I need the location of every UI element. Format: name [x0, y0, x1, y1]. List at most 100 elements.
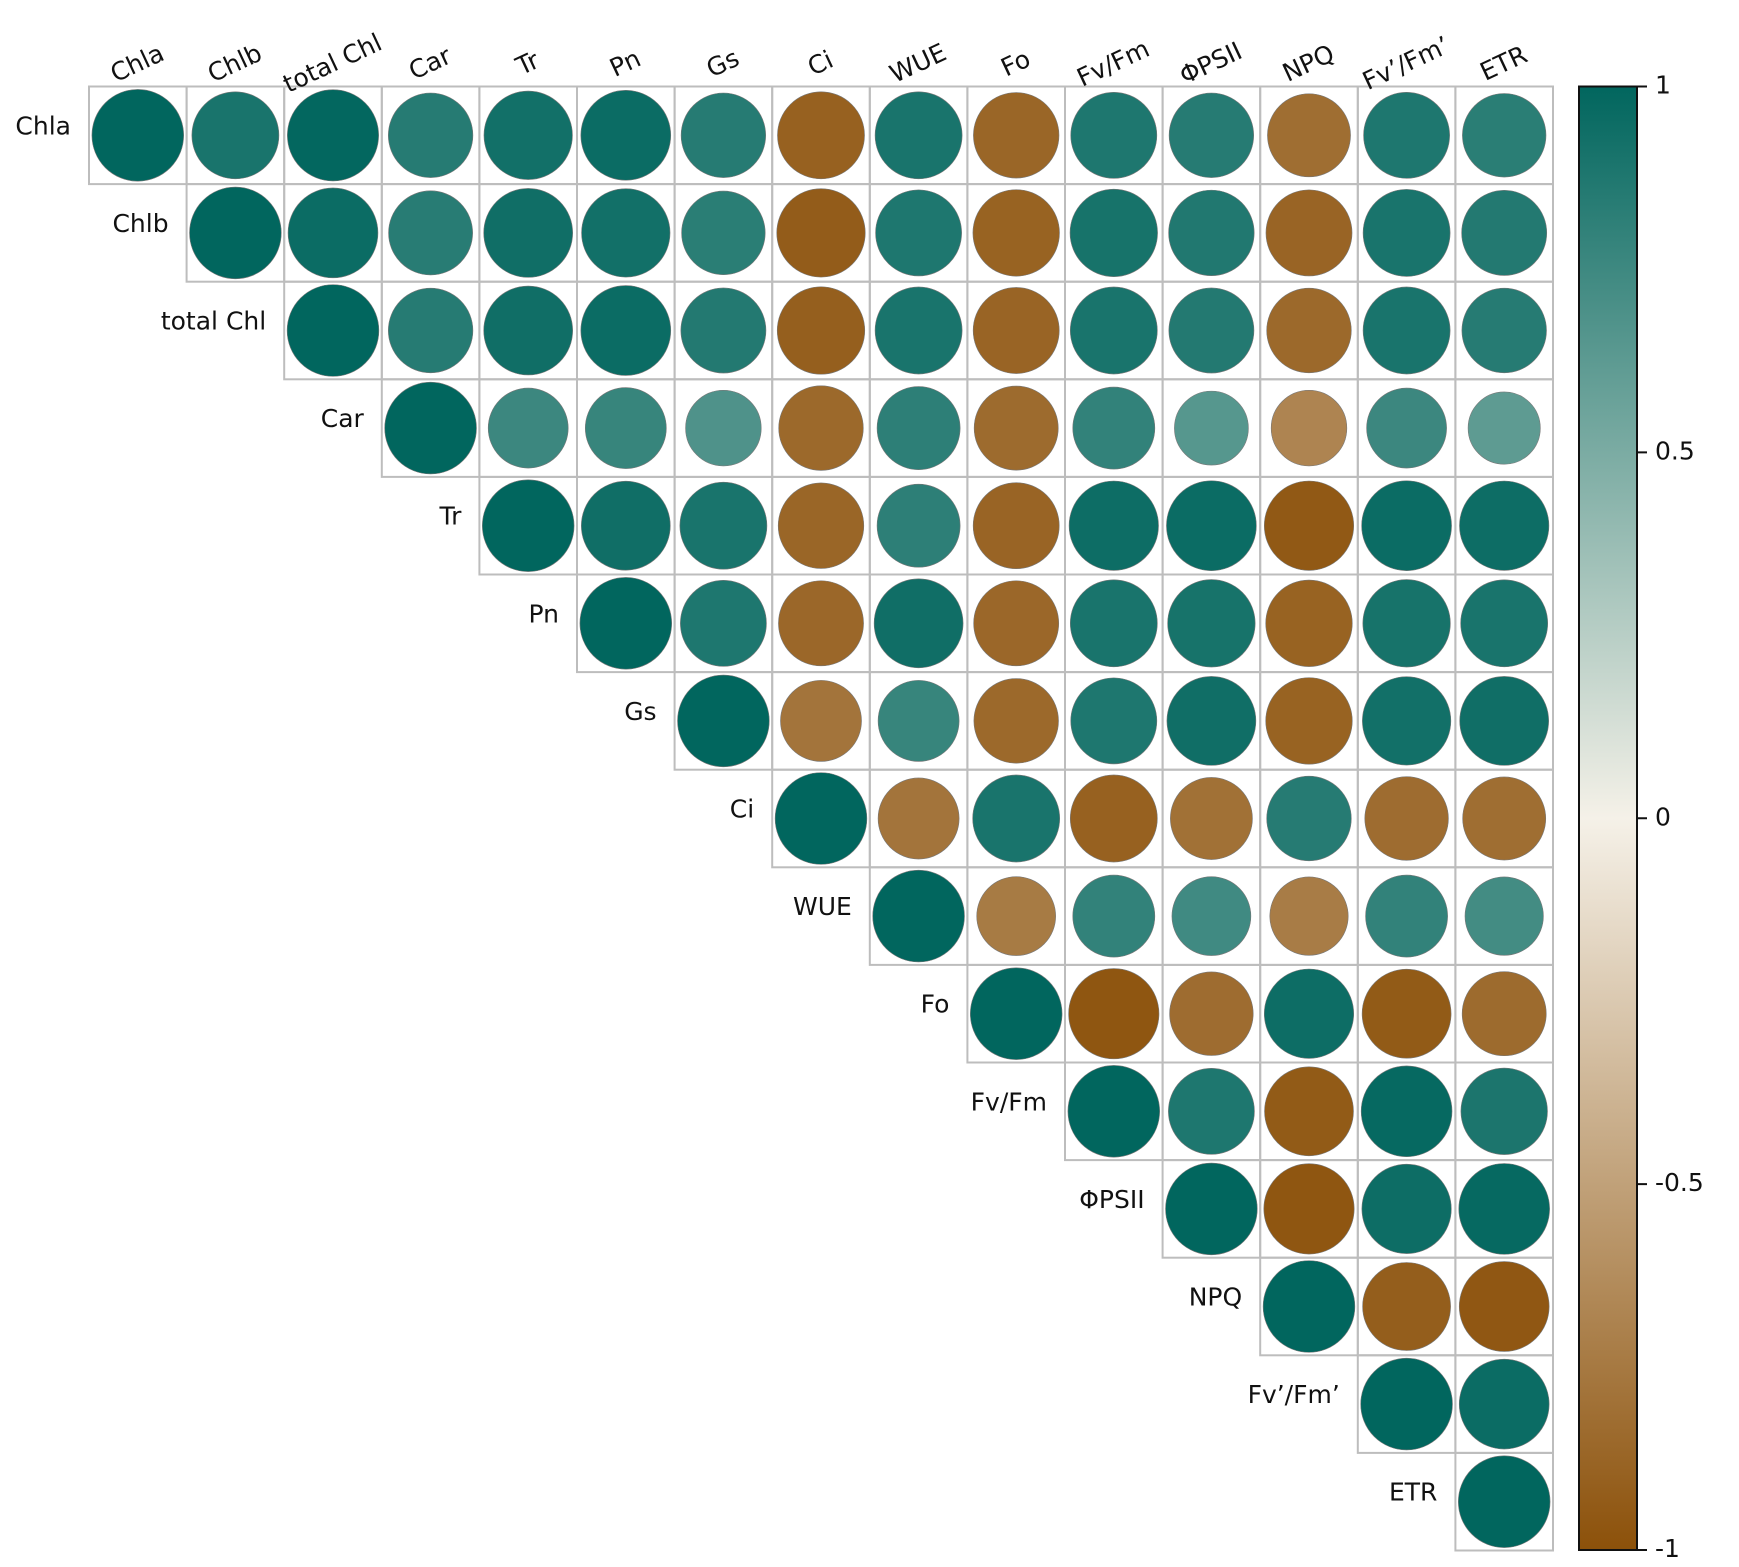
correlation-circle [1363, 91, 1450, 179]
column-label: Car [404, 41, 456, 86]
column-label: Chlb [203, 38, 266, 88]
correlation-circle [1167, 579, 1256, 668]
correlation-circle [483, 188, 573, 278]
correlation-circle [1262, 1260, 1356, 1353]
correlation-circle [1072, 874, 1156, 958]
correlation-circle [189, 186, 282, 280]
row-label: NPQ [1189, 1283, 1242, 1312]
color-tick-label: 0.5 [1655, 436, 1695, 465]
column-label: ETR [1475, 40, 1531, 87]
correlation-circle [681, 190, 766, 275]
correlation-circle [973, 678, 1059, 764]
correlation-circle [483, 285, 573, 376]
correlation-circle [1365, 874, 1448, 958]
correlation-circle [777, 482, 865, 569]
correlation-circle [1462, 776, 1547, 861]
correlation-circle [1459, 480, 1550, 571]
color-tick-label: -1 [1655, 1534, 1680, 1563]
row-label: Gs [624, 697, 656, 726]
column-label: total Chl [278, 28, 386, 99]
correlation-circle [872, 869, 965, 963]
correlation-circle [1360, 1065, 1453, 1158]
correlation-circle [1263, 480, 1355, 571]
correlation-circle [1266, 287, 1352, 374]
correlation-circle [1462, 93, 1547, 178]
correlation-circle [1165, 1162, 1258, 1256]
row-label: Pn [529, 599, 559, 628]
row-label: total Chl [161, 307, 266, 336]
correlation-circle [581, 188, 671, 278]
correlation-circle [1169, 971, 1254, 1056]
correlation-circle [1170, 777, 1253, 860]
column-label: Ci [803, 45, 837, 82]
correlation-circle [1270, 389, 1348, 467]
correlation-circle [680, 287, 767, 374]
correlation-circle [388, 287, 474, 374]
correlation-circle [1458, 1358, 1550, 1450]
correlation-circle [1362, 286, 1451, 375]
correlation-circle [778, 580, 864, 667]
correlation-circle [1069, 774, 1158, 863]
correlation-circle [1461, 287, 1547, 374]
row-label: Chlb [112, 209, 168, 238]
correlation-circle [487, 387, 569, 469]
correlation-circle [680, 579, 767, 667]
row-label: Fo [921, 990, 950, 1019]
correlation-circle [1265, 677, 1353, 765]
correlation-circle [287, 187, 379, 279]
correlation-circle [584, 387, 667, 469]
correlation-circle [1464, 876, 1544, 956]
correlation-circle [677, 674, 770, 768]
correlation-circle [776, 188, 866, 278]
correlation-circle [579, 577, 672, 670]
column-label: NPQ [1278, 39, 1339, 88]
correlation-circle [1072, 386, 1156, 470]
cell [1454, 1451, 1555, 1552]
correlation-circle [876, 483, 961, 568]
correlation-circle [581, 480, 671, 571]
correlation-circle [1458, 1261, 1550, 1352]
correlation-circle [580, 90, 672, 181]
correlation-circle [1069, 579, 1158, 668]
row-label: WUE [793, 892, 852, 921]
correlation-circle [1362, 189, 1451, 277]
correlation-circle [973, 385, 1059, 471]
correlation-circle [191, 91, 280, 180]
row-label: Fv/Fm [971, 1087, 1047, 1116]
column-label: WUE [885, 38, 951, 89]
correlation-circle [1168, 189, 1255, 276]
correlation-circle [685, 389, 762, 467]
correlation-circle [1461, 971, 1547, 1057]
correlation-circle [1263, 968, 1355, 1059]
correlation-circle [91, 89, 184, 182]
correlation-circle [1467, 391, 1541, 465]
correlation-circle [1068, 480, 1159, 571]
correlation-circle [972, 287, 1060, 374]
color-tick-label: 0 [1655, 802, 1671, 831]
correlation-circle [1266, 775, 1352, 862]
correlation-circle [1166, 480, 1257, 571]
correlation-circle [388, 92, 474, 178]
correlation-circle [1171, 876, 1252, 956]
correlation-circle [972, 189, 1060, 277]
correlation-circle [876, 386, 961, 470]
correlation-circle [1361, 968, 1452, 1059]
column-label: Gs [702, 43, 744, 83]
correlation-circle [1362, 676, 1452, 766]
correlation-circle [1459, 676, 1549, 766]
correlation-circle [976, 876, 1056, 956]
correlation-circle [1166, 676, 1257, 766]
correlation-circle [973, 580, 1060, 667]
column-label: Chla [106, 38, 169, 88]
column-label: Fv/Fm [1072, 34, 1153, 93]
correlation-circle [970, 967, 1063, 1060]
correlation-circle [1174, 390, 1249, 466]
correlation-circle [1360, 1357, 1453, 1451]
correlation-circle [680, 92, 766, 178]
column-label: Fo [996, 44, 1034, 82]
correlation-circle [1070, 677, 1158, 765]
correlation-circle [1361, 1163, 1452, 1254]
row-label: Ci [730, 795, 754, 824]
column-label: ΦPSII [1175, 36, 1247, 90]
